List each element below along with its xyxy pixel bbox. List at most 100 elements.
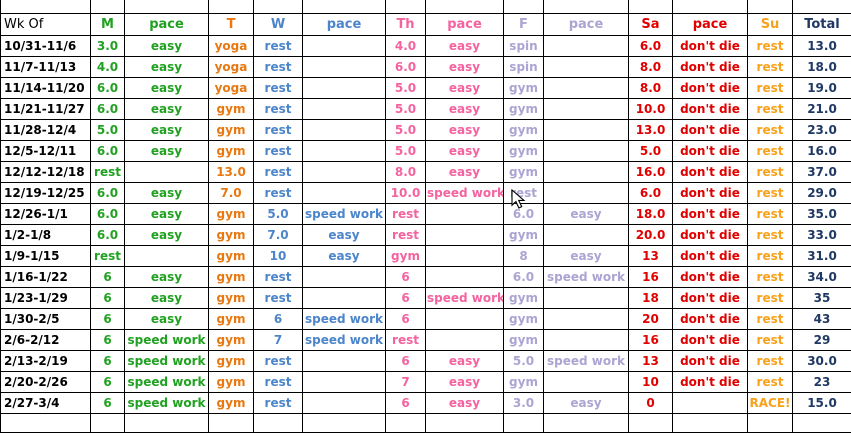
cell[interactable]: don't die bbox=[672, 308, 748, 330]
cell[interactable]: 18.0 bbox=[628, 203, 673, 225]
cell[interactable]: 12/19-12/25 bbox=[0, 182, 91, 204]
cell[interactable]: 6.0 bbox=[385, 56, 426, 78]
empty-cell[interactable] bbox=[208, 413, 254, 433]
column-header[interactable]: pace bbox=[302, 13, 386, 36]
cell[interactable]: 23.0 bbox=[792, 119, 851, 141]
cell[interactable] bbox=[302, 35, 386, 57]
cell[interactable]: rest bbox=[747, 245, 793, 267]
cell[interactable]: rest bbox=[747, 119, 793, 141]
cell[interactable]: gym bbox=[208, 98, 254, 120]
cell[interactable]: 33.0 bbox=[792, 224, 851, 246]
cell[interactable]: 19.0 bbox=[792, 77, 851, 99]
empty-cell[interactable] bbox=[503, 0, 544, 14]
cell[interactable]: rest bbox=[253, 35, 303, 57]
cell[interactable]: easy bbox=[124, 308, 209, 330]
cell[interactable]: gym bbox=[503, 287, 544, 309]
cell[interactable]: gym bbox=[503, 77, 544, 99]
empty-cell[interactable] bbox=[90, 0, 125, 14]
cell[interactable]: don't die bbox=[672, 98, 748, 120]
column-header[interactable]: pace bbox=[543, 13, 629, 36]
cell[interactable]: easy bbox=[124, 182, 209, 204]
cell[interactable] bbox=[543, 98, 629, 120]
cell[interactable]: easy bbox=[302, 245, 386, 267]
cell[interactable]: rest bbox=[747, 182, 793, 204]
cell[interactable]: 7 bbox=[253, 329, 303, 351]
empty-cell[interactable] bbox=[208, 0, 254, 14]
column-header[interactable]: Sa bbox=[628, 13, 673, 36]
cell[interactable]: 10.0 bbox=[628, 98, 673, 120]
cell[interactable]: rest bbox=[747, 161, 793, 183]
cell[interactable]: rest bbox=[503, 182, 544, 204]
cell[interactable]: 6.0 bbox=[90, 182, 125, 204]
empty-cell[interactable] bbox=[385, 0, 426, 14]
cell[interactable]: gym bbox=[503, 308, 544, 330]
cell[interactable]: rest bbox=[253, 392, 303, 414]
cell[interactable]: don't die bbox=[672, 182, 748, 204]
cell[interactable]: don't die bbox=[672, 119, 748, 141]
cell[interactable] bbox=[302, 392, 386, 414]
cell[interactable]: gym bbox=[208, 287, 254, 309]
cell[interactable]: gym bbox=[208, 245, 254, 267]
cell[interactable]: RACE! bbox=[747, 392, 793, 414]
empty-cell[interactable] bbox=[503, 413, 544, 433]
cell[interactable]: 18 bbox=[628, 287, 673, 309]
cell[interactable]: 6.0 bbox=[90, 140, 125, 162]
cell[interactable]: easy bbox=[425, 35, 504, 57]
column-header[interactable]: Total bbox=[792, 13, 851, 36]
cell[interactable]: speed work bbox=[425, 287, 504, 309]
cell[interactable]: 6.0 bbox=[628, 182, 673, 204]
cell[interactable]: 21.0 bbox=[792, 98, 851, 120]
empty-cell[interactable] bbox=[747, 413, 793, 433]
cell[interactable]: gym bbox=[503, 119, 544, 141]
cell[interactable]: 43 bbox=[792, 308, 851, 330]
empty-cell[interactable] bbox=[672, 413, 748, 433]
cell[interactable]: speed work bbox=[124, 350, 209, 372]
cell[interactable]: yoga bbox=[208, 35, 254, 57]
cell[interactable] bbox=[543, 161, 629, 183]
cell[interactable] bbox=[425, 245, 504, 267]
cell[interactable]: 18.0 bbox=[792, 56, 851, 78]
cell[interactable]: 23 bbox=[792, 371, 851, 393]
cell[interactable]: easy bbox=[124, 35, 209, 57]
cell[interactable]: easy bbox=[302, 224, 386, 246]
cell[interactable] bbox=[672, 392, 748, 414]
cell[interactable]: 8.0 bbox=[385, 161, 426, 183]
cell[interactable]: 10/31-11/6 bbox=[0, 35, 91, 57]
cell[interactable]: 20.0 bbox=[628, 224, 673, 246]
cell[interactable]: 29 bbox=[792, 329, 851, 351]
cell[interactable]: rest bbox=[747, 287, 793, 309]
cell[interactable]: gym bbox=[208, 224, 254, 246]
empty-cell[interactable] bbox=[302, 413, 386, 433]
column-header[interactable]: Wk Of bbox=[0, 13, 91, 36]
cell[interactable]: don't die bbox=[672, 224, 748, 246]
cell[interactable]: 6 bbox=[90, 371, 125, 393]
cell[interactable]: don't die bbox=[672, 77, 748, 99]
cell[interactable] bbox=[543, 182, 629, 204]
cell[interactable]: 4.0 bbox=[385, 35, 426, 57]
cell[interactable]: 1/30-2/5 bbox=[0, 308, 91, 330]
cell[interactable] bbox=[302, 371, 386, 393]
cell[interactable]: speed work bbox=[302, 329, 386, 351]
cell[interactable]: 8 bbox=[503, 245, 544, 267]
cell[interactable]: 7 bbox=[385, 371, 426, 393]
cell[interactable]: 5.0 bbox=[503, 350, 544, 372]
cell[interactable] bbox=[543, 371, 629, 393]
empty-cell[interactable] bbox=[302, 0, 386, 14]
cell[interactable]: 13.0 bbox=[792, 35, 851, 57]
cell[interactable]: 13.0 bbox=[208, 161, 254, 183]
empty-cell[interactable] bbox=[0, 413, 91, 433]
cell[interactable]: easy bbox=[543, 203, 629, 225]
column-header[interactable]: Th bbox=[385, 13, 426, 36]
cell[interactable]: 6 bbox=[385, 392, 426, 414]
cell[interactable]: gym bbox=[208, 329, 254, 351]
cell[interactable]: easy bbox=[124, 266, 209, 288]
cell[interactable]: gym bbox=[208, 119, 254, 141]
cell[interactable]: easy bbox=[124, 203, 209, 225]
cell[interactable]: 1/9-1/15 bbox=[0, 245, 91, 267]
cell[interactable]: rest bbox=[747, 77, 793, 99]
column-header[interactable]: pace bbox=[124, 13, 209, 36]
cell[interactable]: 3.0 bbox=[503, 392, 544, 414]
cell[interactable]: 37.0 bbox=[792, 161, 851, 183]
empty-cell[interactable] bbox=[747, 0, 793, 14]
cell[interactable]: 7.0 bbox=[253, 224, 303, 246]
